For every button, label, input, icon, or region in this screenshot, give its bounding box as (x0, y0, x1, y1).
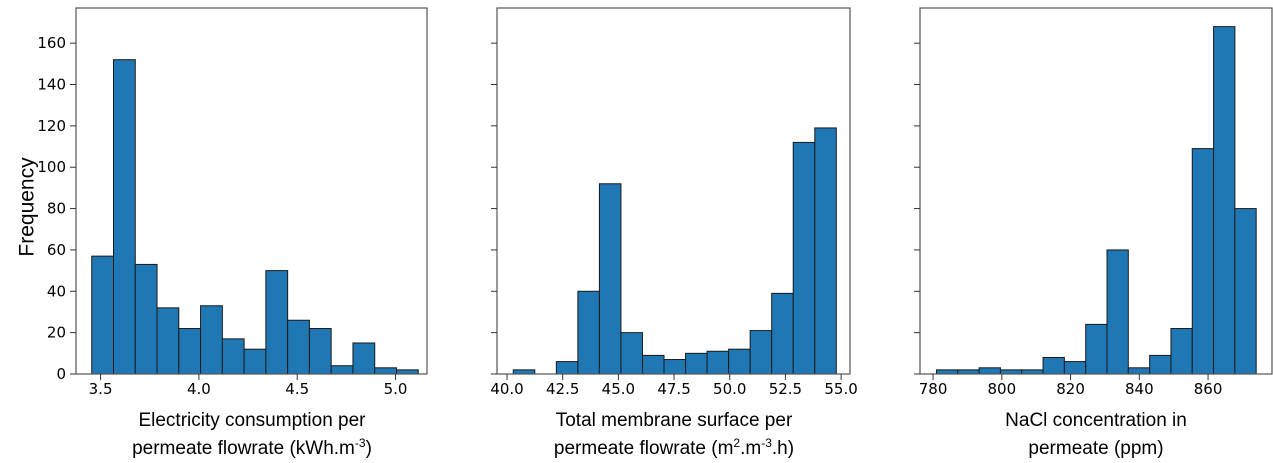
x-axis-label-membrane: Total membrane surface per permeate flowr… (554, 410, 794, 459)
histogram-bar (1149, 354, 1172, 375)
x-tick-label: 42.5 (546, 380, 579, 398)
histogram-bar (512, 369, 536, 375)
histogram-bar (1234, 208, 1257, 375)
histogram-bar (598, 183, 622, 375)
histogram-bar (352, 342, 376, 375)
histogram-bar (91, 255, 115, 375)
histogram-bar (1042, 356, 1065, 375)
y-tick-label: 80 (47, 200, 66, 218)
histogram-bar (134, 263, 158, 375)
x-tick-label: 55.0 (824, 380, 857, 398)
histogram-bar (243, 348, 267, 375)
histogram-bar (200, 305, 223, 375)
histogram-panel-electricity: 0 20 40 60 80 100 120 140 160 3.5 4.0 4.5 5.0 Electri… (37, 7, 428, 459)
x-tick-label: 5.0 (384, 380, 408, 398)
histogram-panel-membrane: 40.0 42.5 45.0 47.5 50.0 52.5 55.0 Total membra… (490, 7, 858, 459)
x-tick-label: 780 (919, 380, 948, 398)
histogram-bar (978, 367, 1001, 375)
histogram-bar (1085, 323, 1108, 375)
plot-frame (919, 7, 1273, 375)
y-tick-label: 20 (47, 324, 66, 342)
y-tick-label: 100 (37, 158, 66, 176)
plot-frame (496, 7, 851, 375)
histogram-bar (1213, 26, 1236, 375)
histogram-bar (178, 328, 202, 375)
histogram-bar (771, 292, 794, 375)
histogram-bar (308, 328, 332, 375)
histogram-bar (1021, 369, 1044, 375)
histogram-bar (374, 367, 397, 375)
histogram-bar (936, 369, 959, 375)
histogram-bar (330, 365, 354, 375)
histogram-bar (1170, 328, 1193, 375)
x-tick-label: 4.5 (285, 380, 309, 398)
y-tick-label: 140 (37, 76, 66, 94)
x-tick-label: 47.5 (657, 380, 690, 398)
x-tick-label: 50.0 (713, 380, 746, 398)
histogram-bar (728, 348, 751, 375)
x-tick-label: 860 (1194, 380, 1223, 398)
histogram-bar (1191, 148, 1215, 375)
x-tick-label: 840 (1125, 380, 1154, 398)
histogram-bar (641, 354, 665, 375)
x-tick-label: 800 (987, 380, 1016, 398)
histogram-bar (957, 369, 980, 375)
y-tick-label: 0 (56, 365, 66, 383)
histogram-bar (620, 332, 643, 375)
plot-frame (75, 7, 428, 375)
y-tick-label: 160 (37, 34, 66, 52)
histogram-bar (1127, 367, 1151, 375)
histogram-bar (685, 352, 708, 375)
histogram-panel-nacl: 780 800 820 840 860 NaCl concentration in perm… (914, 7, 1273, 459)
histogram-bar (1106, 249, 1129, 375)
histogram-bar (814, 127, 837, 375)
x-tick-label: 45.0 (602, 380, 635, 398)
histogram-bar (706, 350, 730, 375)
x-axis-label-nacl: NaCl concentration in permeate (ppm) (1005, 410, 1187, 459)
x-tick-label: 3.5 (89, 380, 113, 398)
histogram-bar (395, 369, 419, 375)
histogram-bar (156, 307, 180, 375)
histogram-bar (221, 338, 245, 375)
x-tick-label: 40.0 (490, 380, 523, 398)
x-tick-label: 52.5 (769, 380, 802, 398)
histogram-bar (663, 359, 687, 375)
histogram-bar (1063, 361, 1087, 375)
histogram-bar (999, 369, 1023, 375)
x-tick-label: 4.0 (187, 380, 211, 398)
histogram-bar (577, 290, 600, 375)
histogram-bar (792, 141, 816, 375)
histogram-bar (749, 330, 773, 375)
y-axis-label: Frequency (16, 157, 39, 257)
x-tick-label: 820 (1056, 380, 1085, 398)
histogram-bar (113, 59, 136, 375)
histogram-bar (287, 319, 310, 375)
y-tick-label: 120 (37, 117, 66, 135)
x-axis-label-electricity: Electricity consumption per permeate flow… (132, 410, 372, 459)
y-tick-label: 40 (47, 282, 66, 300)
histogram-bar (555, 361, 579, 375)
histogram-bar (265, 270, 289, 375)
y-tick-label: 60 (47, 241, 66, 259)
